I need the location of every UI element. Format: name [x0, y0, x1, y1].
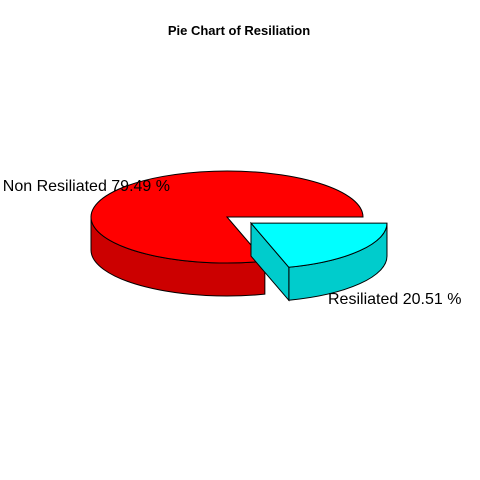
slice-resiliated: [249, 221, 388, 302]
slice-non-resiliated: [90, 170, 364, 297]
slice-label-resiliated: Resiliated 20.51 %: [328, 291, 461, 308]
pie-slices: [90, 170, 388, 302]
slice-top: [90, 170, 364, 264]
chart-title: Pie Chart of Resiliation: [168, 23, 310, 38]
pie-labels: Non Resiliated 79.49 % Resiliated 20.51 %: [3, 178, 462, 308]
slice-label-non-resiliated: Non Resiliated 79.49 %: [3, 178, 170, 195]
slice-top: [249, 222, 388, 268]
